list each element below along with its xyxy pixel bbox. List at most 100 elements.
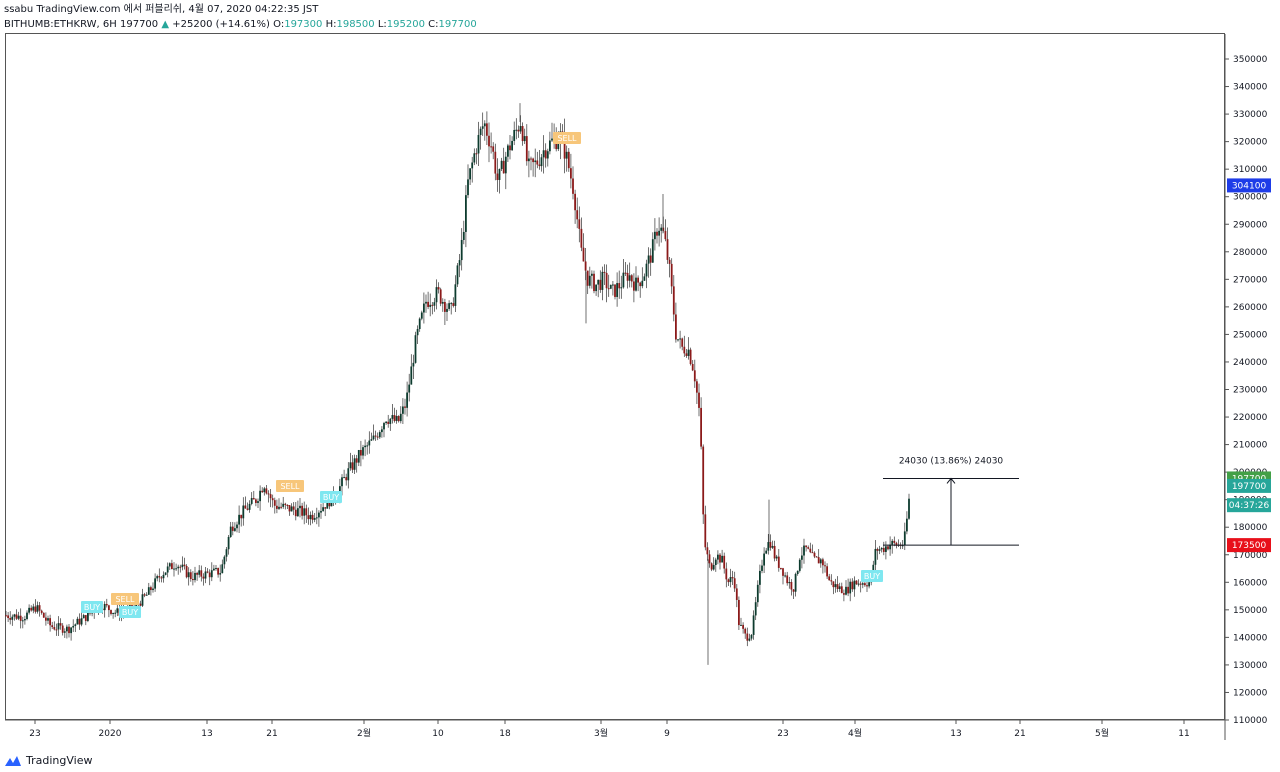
candle-body (796, 570, 799, 574)
x-tick-label: 11 (1178, 729, 1189, 739)
candle-body (660, 227, 663, 231)
candle-body (771, 545, 774, 548)
sell-signal-label: SELL (115, 595, 135, 604)
candle-body (341, 477, 343, 487)
candle-body (876, 548, 879, 551)
candle-body (540, 157, 543, 167)
candle-body (744, 628, 747, 634)
candle-body (775, 556, 778, 559)
candle-body (368, 440, 371, 446)
candle-body (672, 286, 675, 315)
candle-body (544, 150, 547, 159)
candle-body (116, 608, 119, 613)
close-value: 197700 (438, 19, 477, 30)
candle-body (196, 572, 198, 575)
candle-body (509, 145, 511, 151)
candle-body (668, 259, 671, 264)
candle-body (861, 583, 864, 585)
candle-body (803, 545, 805, 556)
candle-body (376, 436, 379, 438)
candle-body (112, 612, 114, 614)
candle-body (370, 439, 373, 441)
candle-body (887, 546, 889, 550)
candle-body (471, 162, 474, 169)
candle-body (175, 568, 177, 570)
candle-body (727, 579, 730, 583)
candle-body (150, 587, 152, 591)
price-tag-box (1227, 178, 1271, 193)
candle-body (179, 566, 182, 568)
candle-body (84, 615, 87, 621)
candle-body (580, 228, 583, 248)
x-tick-label: 13 (201, 729, 212, 739)
candle-body (189, 572, 192, 579)
sell-signal-box (111, 593, 139, 605)
buy-signal-box (861, 570, 883, 582)
candle-body (492, 146, 495, 152)
candle-body (574, 193, 576, 211)
price-tag-box (1227, 498, 1271, 513)
x-tick-label: 21 (266, 729, 277, 739)
candle-body (49, 618, 51, 626)
candle-body (500, 160, 503, 170)
sell-signal-label: SELL (557, 134, 577, 143)
candle-body (158, 576, 161, 578)
price-tag-label: 197700 (1232, 482, 1267, 492)
candle-body (702, 446, 705, 515)
candle-body (666, 239, 669, 260)
candle-body (173, 568, 175, 570)
candle-body (425, 301, 427, 304)
high-label: H: (325, 19, 337, 30)
candle-body (198, 570, 201, 575)
low-label: L: (377, 19, 387, 30)
candle-body (519, 126, 522, 132)
candle-body (612, 284, 614, 286)
candle-body (437, 287, 440, 290)
candle-body (389, 418, 392, 424)
candle-body (465, 195, 467, 232)
candle-body (349, 462, 352, 469)
candle-body (448, 303, 450, 309)
candle-body (889, 544, 891, 550)
candle-body (108, 605, 110, 611)
candle-body (441, 301, 444, 304)
candle-body (225, 549, 228, 557)
y-tick-label: 140000 (1233, 633, 1268, 643)
candle-body (362, 447, 364, 456)
candle-body (731, 577, 734, 579)
price-tag-box (1227, 478, 1271, 493)
candle-body (502, 160, 505, 174)
candle-body (700, 407, 702, 447)
candle-body (599, 279, 602, 290)
candle-body (284, 503, 287, 505)
x-tick-label: 21 (1014, 729, 1025, 739)
candle-body (906, 518, 908, 532)
candle-body (402, 406, 404, 414)
y-tick-label: 320000 (1233, 138, 1268, 148)
candle-body (628, 275, 631, 281)
candle-body (717, 554, 719, 560)
candle-body (708, 554, 711, 564)
measure-arrow-head-icon (946, 477, 956, 484)
candle-body (221, 564, 224, 574)
candle-body (269, 494, 272, 499)
candle-body (143, 594, 146, 596)
candle-body (523, 136, 526, 142)
candle-body (452, 303, 455, 306)
x-tick-label: 2월 (357, 727, 371, 739)
candle-body (311, 514, 314, 520)
candle-body (374, 435, 377, 437)
candle-body (756, 584, 759, 603)
candle-body (830, 580, 833, 582)
candle-body (231, 526, 234, 531)
candle-body (578, 219, 581, 229)
candle-body (677, 339, 679, 341)
candle-body (208, 572, 211, 578)
candle-body (872, 564, 875, 573)
candle-body (763, 553, 765, 566)
candle-body (187, 572, 190, 578)
candle-body (286, 504, 289, 506)
candle-body (423, 303, 425, 313)
y-tick-label: 290000 (1233, 220, 1268, 230)
